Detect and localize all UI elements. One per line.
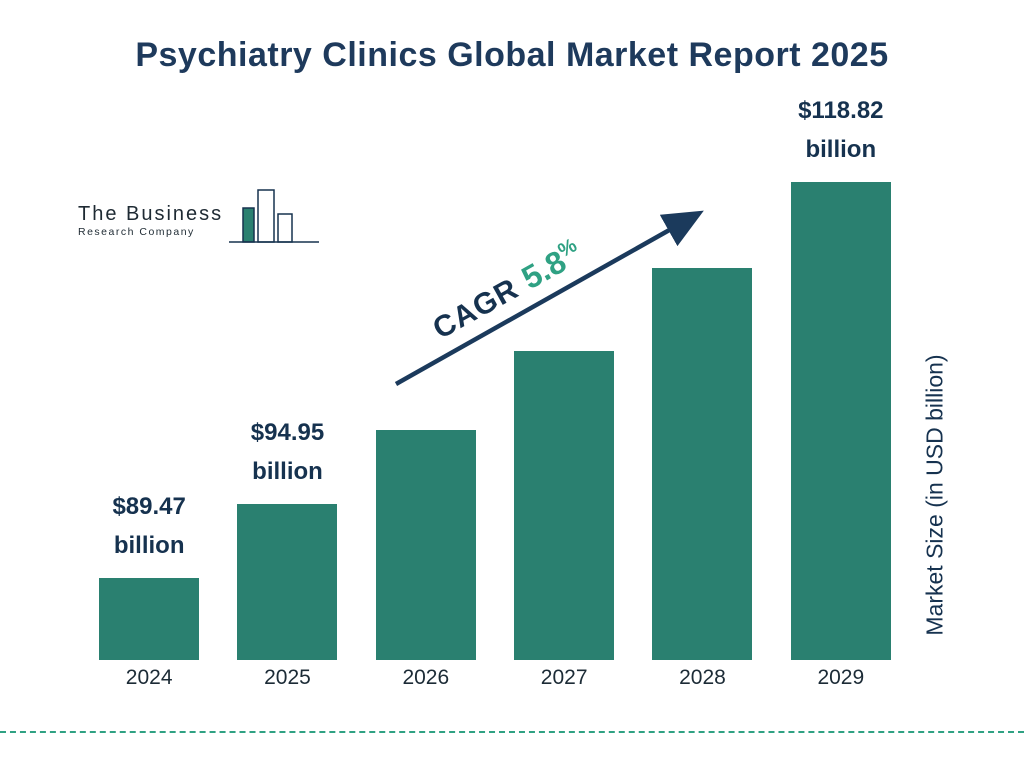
bar-2029 bbox=[790, 182, 891, 660]
x-axis-label-2024: 2024 bbox=[125, 666, 173, 689]
x-axis-label-2028: 2028 bbox=[679, 666, 726, 689]
bar-2024 bbox=[99, 578, 200, 660]
bar-column-2026 bbox=[357, 430, 495, 660]
bar-column-2024: $89.47 billion bbox=[80, 487, 218, 660]
bar-column-2025: $94.95 billion bbox=[218, 413, 356, 660]
bar-column-2029: $118.82 billion bbox=[772, 91, 910, 660]
bottom-dashed-divider bbox=[0, 731, 1024, 733]
x-axis-label-2026: 2026 bbox=[402, 666, 450, 689]
bar-value-label-2025: $94.95 billion bbox=[250, 418, 325, 486]
bar-2025 bbox=[237, 504, 338, 660]
company-logo-text: The Business Research Company bbox=[78, 203, 223, 248]
x-axis: 2024 2025 2026 2027 2028 2029 bbox=[80, 666, 910, 690]
company-logo-line2: Research Company bbox=[78, 226, 195, 238]
bar-2028 bbox=[652, 268, 753, 660]
bar-chart: $89.47 billion $94.95 billion $118.82 billion bbox=[80, 97, 910, 660]
x-axis-label-2025: 2025 bbox=[264, 666, 311, 689]
bar-column-2028 bbox=[633, 268, 771, 660]
x-axis-label-2027: 2027 bbox=[540, 666, 588, 689]
company-logo: The Business Research Company bbox=[78, 182, 321, 248]
page-title: Psychiatry Clinics Global Market Report … bbox=[135, 36, 889, 74]
bar-value-label-2024: $89.47 billion bbox=[112, 492, 186, 560]
bar-value-label-2029: $118.82 billion bbox=[798, 96, 884, 164]
bar-column-2027 bbox=[495, 351, 633, 660]
bar-chart-logo-icon bbox=[229, 182, 321, 248]
x-axis-label-2029: 2029 bbox=[817, 666, 865, 689]
y-axis-title: Market Size (in USD billion) bbox=[921, 354, 948, 636]
bar-2026 bbox=[375, 430, 476, 660]
bar-2027 bbox=[514, 351, 615, 660]
company-logo-line1: The Business bbox=[78, 203, 224, 225]
